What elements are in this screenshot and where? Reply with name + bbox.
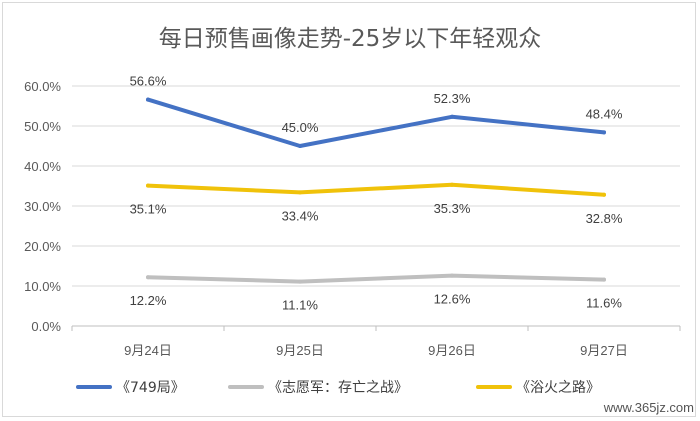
data-label: 12.6%	[434, 292, 471, 307]
y-tick-label: 0.0%	[31, 319, 61, 334]
chart-title: 每日预售画像走势-25岁以下年轻观众	[159, 26, 542, 52]
x-tick-label: 9月25日	[276, 343, 324, 358]
y-tick-label: 10.0%	[24, 279, 61, 294]
y-tick-label: 60.0%	[24, 79, 61, 94]
series-line-2	[146, 273, 606, 284]
data-point	[146, 183, 150, 188]
data-label: 48.4%	[586, 106, 623, 121]
data-label: 56.6%	[130, 74, 167, 89]
series-line-3	[146, 182, 606, 197]
data-point	[602, 192, 606, 197]
data-point	[450, 182, 454, 187]
y-tick-label: 20.0%	[24, 239, 61, 254]
data-label: 45.0%	[282, 120, 319, 135]
data-point	[146, 97, 150, 102]
data-label: 11.1%	[282, 298, 318, 313]
data-point	[298, 144, 302, 148]
data-label: 35.1%	[130, 202, 167, 217]
data-label: 32.8%	[586, 211, 623, 226]
data-point	[450, 114, 454, 119]
legend-label: 《749局》	[116, 380, 185, 396]
data-point	[298, 279, 302, 284]
data-point	[146, 275, 150, 280]
axes: 0.0% 10.0% 20.0% 30.0% 40.0% 50.0% 60.0% 9月24日 9…	[24, 79, 681, 358]
watermark: www.365jz.com	[603, 400, 694, 415]
data-point	[450, 273, 454, 278]
series-line-1	[146, 97, 606, 148]
data-label: 11.6%	[586, 296, 622, 311]
legend-item: 《749局》	[76, 380, 185, 396]
data-point	[298, 190, 302, 195]
legend-label: 《志愿军：存亡之战》	[268, 380, 408, 396]
legend-label: 《浴火之路》	[516, 380, 600, 396]
x-tick-label: 9月24日	[124, 343, 172, 358]
y-tick-label: 40.0%	[24, 159, 61, 174]
data-point	[602, 277, 606, 282]
grid	[72, 85, 680, 287]
data-label: 52.3%	[434, 91, 471, 106]
x-tick-label: 9月26日	[428, 343, 476, 358]
data-label: 12.2%	[130, 293, 167, 308]
data-labels: 56.6% 45.0% 52.3% 48.4% 12.2% 11.1% 12.6% 11.6%…	[130, 74, 623, 313]
data-label: 35.3%	[434, 201, 471, 216]
data-point	[602, 130, 606, 135]
legend-item: 《志愿军：存亡之战》	[228, 380, 408, 396]
series-layer	[146, 97, 606, 284]
x-tick-label: 9月27日	[580, 343, 628, 358]
y-tick-label: 50.0%	[24, 119, 61, 134]
data-label: 33.4%	[282, 208, 319, 223]
chart-frame	[2, 2, 696, 417]
legend: 《749局》 《志愿军：存亡之战》 《浴火之路》	[76, 380, 600, 396]
y-tick-label: 30.0%	[24, 199, 61, 214]
legend-item: 《浴火之路》	[476, 380, 600, 396]
